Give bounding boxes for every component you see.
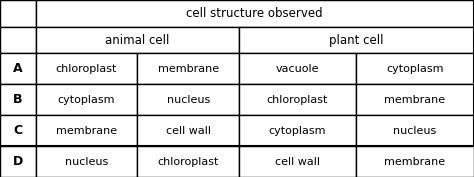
Bar bbox=[36, 115, 137, 146]
Bar bbox=[137, 115, 239, 146]
Text: vacuole: vacuole bbox=[276, 64, 319, 74]
Bar bbox=[0, 27, 36, 53]
Bar bbox=[36, 84, 137, 115]
Text: chloroplast: chloroplast bbox=[56, 64, 117, 74]
Bar bbox=[36, 27, 239, 53]
Bar bbox=[36, 146, 137, 177]
Text: cytoplasm: cytoplasm bbox=[58, 95, 115, 105]
Text: cytoplasm: cytoplasm bbox=[269, 125, 326, 136]
Bar bbox=[356, 146, 474, 177]
Bar bbox=[356, 115, 474, 146]
Bar bbox=[356, 53, 474, 84]
Text: cell wall: cell wall bbox=[166, 125, 211, 136]
Text: cytoplasm: cytoplasm bbox=[386, 64, 444, 74]
Bar bbox=[137, 84, 239, 115]
Bar bbox=[0, 0, 36, 27]
Text: plant cell: plant cell bbox=[329, 34, 384, 47]
Text: nucleus: nucleus bbox=[65, 156, 108, 167]
Bar bbox=[239, 53, 356, 84]
Text: D: D bbox=[13, 155, 23, 168]
Text: membrane: membrane bbox=[384, 95, 445, 105]
Bar bbox=[239, 115, 356, 146]
Text: cell structure observed: cell structure observed bbox=[186, 7, 323, 20]
Bar bbox=[137, 146, 239, 177]
Text: C: C bbox=[13, 124, 22, 137]
Bar bbox=[0, 53, 36, 84]
Text: animal cell: animal cell bbox=[105, 34, 170, 47]
Text: membrane: membrane bbox=[56, 125, 117, 136]
Bar bbox=[0, 84, 36, 115]
Bar bbox=[239, 27, 474, 53]
Text: cell wall: cell wall bbox=[275, 156, 320, 167]
Bar bbox=[36, 0, 474, 27]
Text: membrane: membrane bbox=[158, 64, 219, 74]
Text: chloroplast: chloroplast bbox=[267, 95, 328, 105]
Bar bbox=[0, 0, 474, 146]
Text: membrane: membrane bbox=[384, 156, 445, 167]
Text: nucleus: nucleus bbox=[393, 125, 437, 136]
Text: B: B bbox=[13, 93, 23, 106]
Bar bbox=[137, 53, 239, 84]
Text: nucleus: nucleus bbox=[167, 95, 210, 105]
Bar bbox=[36, 53, 137, 84]
Bar bbox=[239, 84, 356, 115]
Bar bbox=[0, 115, 36, 146]
Bar bbox=[0, 146, 36, 177]
Text: A: A bbox=[13, 62, 23, 75]
Text: chloroplast: chloroplast bbox=[158, 156, 219, 167]
Bar bbox=[239, 146, 356, 177]
Bar bbox=[356, 84, 474, 115]
